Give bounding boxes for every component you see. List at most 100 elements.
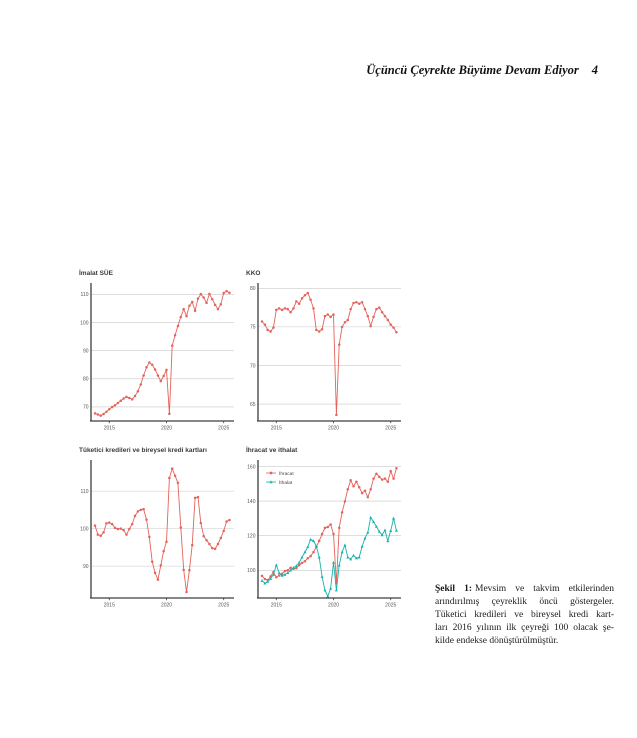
data-point [139, 508, 143, 512]
data-point [193, 309, 197, 312]
data-point [349, 557, 353, 561]
data-point [343, 543, 347, 547]
data-point [366, 314, 370, 318]
data-point [208, 542, 211, 546]
data-point [389, 323, 392, 326]
page-header: Üçüncü Çeyrekte Büyüme Devam Ediyor 4 [0, 63, 598, 78]
caption-text: Mevsim ve takvim etkilerinden [475, 584, 614, 594]
data-point [162, 374, 165, 378]
x-tick-label: 2020 [328, 603, 339, 609]
data-point [286, 307, 289, 311]
data-point [346, 488, 350, 491]
data-point [168, 412, 171, 415]
caption-line: Şekil 1: Mevsim ve takvim etkilerinden [435, 583, 614, 596]
data-point [208, 292, 211, 296]
data-point [326, 594, 330, 598]
x-tick-label: 2020 [328, 426, 339, 432]
data-point [133, 514, 137, 518]
data-point [93, 412, 97, 415]
data-point [93, 524, 97, 527]
data-point [130, 522, 134, 526]
data-point [378, 475, 381, 479]
data-point [122, 528, 125, 532]
data-point [366, 495, 370, 499]
data-point [295, 566, 298, 570]
y-tick-label: 90 [83, 348, 89, 354]
data-point [283, 572, 287, 576]
data-point [260, 574, 264, 578]
data-point [346, 555, 350, 559]
data-point [312, 307, 315, 310]
data-point [266, 579, 270, 583]
data-point [346, 318, 350, 322]
y-tick-label: 70 [83, 405, 89, 411]
x-tick-label: 2020 [161, 426, 172, 432]
data-point [225, 289, 228, 293]
data-point [228, 518, 231, 522]
data-point [289, 568, 293, 572]
data-point [372, 477, 375, 480]
caption-line: kilde endekse dönüştürülmüştür. [435, 636, 559, 646]
y-tick-label: 65 [250, 402, 256, 408]
data-point [99, 414, 102, 417]
data-point [357, 302, 361, 305]
x-tick-label: 2025 [218, 426, 229, 432]
data-point [176, 481, 180, 485]
data-point [185, 314, 188, 318]
data-point [300, 297, 304, 300]
data-point [96, 533, 100, 536]
chart-tuketici-kredileri: Tüketici kredileri ve bireysel kredi kar… [78, 447, 238, 610]
data-point [374, 524, 378, 528]
data-point [309, 554, 312, 558]
data-point [168, 476, 171, 480]
data-point [219, 536, 223, 540]
data-point [216, 307, 220, 311]
data-point [205, 539, 208, 542]
data-point [182, 568, 185, 572]
data-point [395, 466, 398, 470]
data-point [263, 577, 267, 581]
series-line [261, 292, 397, 415]
series-line [94, 290, 230, 417]
data-point [315, 328, 318, 332]
data-point [145, 518, 148, 521]
data-point [211, 546, 214, 550]
data-point [125, 395, 128, 399]
caption-line: arındırılmış çeyreklik öncü göstergeler. [435, 597, 614, 607]
data-point [297, 563, 301, 567]
data-point [352, 301, 355, 305]
data-point [219, 303, 223, 306]
data-point [263, 323, 267, 326]
data-point [289, 566, 292, 569]
y-tick-label: 110 [81, 489, 89, 495]
data-point [190, 300, 194, 304]
data-point [297, 560, 301, 564]
data-point [277, 574, 281, 577]
data-point [291, 566, 295, 569]
data-point [156, 578, 160, 581]
data-point [343, 321, 347, 324]
data-point [326, 313, 330, 316]
chart-kko: KKO 65 70 75 80 2015 2020 2025 [245, 270, 405, 433]
data-point [110, 405, 114, 409]
data-point [352, 553, 356, 557]
data-point [389, 529, 393, 533]
data-point [125, 533, 128, 536]
legend-label: İhracat [279, 470, 294, 477]
data-point [122, 397, 125, 400]
data-point [294, 564, 298, 568]
data-point [165, 540, 168, 543]
data-point [303, 560, 307, 563]
data-point [272, 326, 275, 329]
data-point [139, 383, 143, 386]
data-point [113, 526, 117, 530]
data-point [329, 586, 333, 590]
caption-label: Şekil 1: [435, 584, 473, 594]
data-point [323, 526, 327, 530]
x-tick-label: 2025 [385, 603, 396, 609]
data-point [266, 328, 269, 332]
data-point [343, 500, 347, 503]
x-tick-label: 2020 [161, 603, 172, 609]
data-point [352, 484, 355, 488]
data-point [317, 330, 321, 333]
